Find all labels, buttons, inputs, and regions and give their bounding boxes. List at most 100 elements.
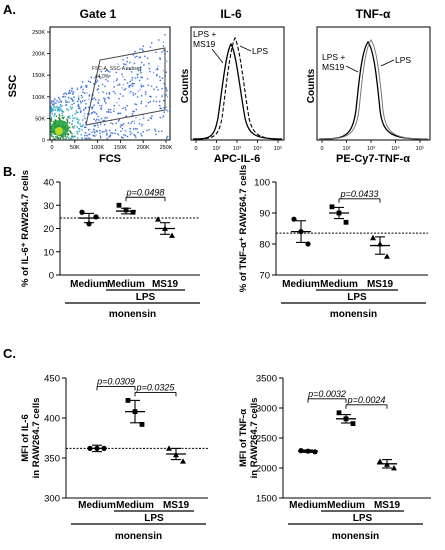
gate-event-dot (75, 110, 77, 112)
gate-event-dot (134, 77, 136, 79)
data-point-circle (298, 448, 304, 454)
p-value-label: p=0.0498 (126, 187, 165, 197)
gate-event-dot (51, 109, 53, 111)
gate-event-dot (58, 101, 60, 103)
gate-event-dot (145, 105, 147, 107)
gate-event-dot (50, 106, 52, 109)
gate-event-dot (126, 60, 128, 63)
gate-event-dot (67, 101, 69, 103)
gate-event-dot (68, 130, 71, 132)
gate-event-dot (137, 90, 140, 92)
gate-event-dot (118, 97, 120, 100)
data-point-circle (298, 229, 304, 235)
gate-event-dot (64, 96, 66, 98)
gate-event-dot (106, 69, 108, 71)
gate-event-dot (77, 121, 79, 123)
gate-event-dot (82, 81, 84, 83)
hist-x-tick-label: 0 (194, 146, 197, 152)
gate-event-dot (135, 136, 137, 138)
gate-event-dot (76, 118, 78, 121)
gate-event-dot (140, 66, 142, 69)
gate-event-dot (70, 137, 73, 139)
gate-y-tick-label: 250K (32, 30, 45, 36)
category-label: Medium (78, 500, 116, 511)
gate-event-dot (108, 71, 111, 73)
gate-event-dot (102, 119, 104, 122)
gate-event-dot (165, 87, 167, 89)
gate-event-dot (141, 76, 143, 79)
gate-event-dot (83, 112, 86, 115)
gate-event-dot (113, 108, 115, 110)
data-point-triangle (180, 458, 186, 464)
gate-event-dot (61, 117, 63, 119)
gate-event-dot (155, 86, 158, 88)
gate-event-dot (66, 121, 68, 124)
gate-event-dot (162, 69, 164, 72)
gate-event-dot (63, 93, 65, 95)
gate-event-dot (65, 101, 67, 103)
gate-event-dot (122, 123, 125, 125)
tnf-xlabel: PE-Cy7-TNF-α (336, 153, 410, 165)
gate-event-dot (131, 82, 134, 85)
gate-event-dot (105, 102, 107, 104)
gate-event-dot (118, 83, 121, 85)
gate-event-dot (167, 110, 169, 113)
gate-event-dot (91, 98, 94, 100)
gate-event-dot (99, 132, 101, 135)
gate-event-dot (124, 79, 126, 81)
gate-event-dot (134, 128, 137, 130)
gate-event-dot (50, 120, 53, 122)
gate-event-dot (166, 89, 168, 91)
gate-event-dot (154, 130, 157, 132)
gate-event-dot (115, 122, 117, 124)
gate-event-dot (68, 122, 71, 124)
gate-event-dot (58, 114, 61, 117)
il6-lps-curve (192, 36, 283, 140)
gate-event-dot (84, 137, 86, 140)
gate-event-dot (67, 120, 69, 122)
y-tick-label: 350 (44, 454, 60, 465)
data-point-square (125, 398, 131, 403)
gate-event-dot (137, 69, 140, 72)
gate-event-dot (84, 106, 87, 109)
gate-event-dot (71, 123, 73, 125)
gate-event-dot (61, 105, 63, 107)
gate-event-dot (96, 79, 98, 81)
data-point-circle (93, 214, 99, 220)
category-label: Medium (116, 500, 154, 511)
gate-event-dot (82, 100, 84, 102)
category-label: MS19 (367, 279, 394, 290)
y-tick-label: 450 (44, 374, 60, 385)
gate-event-dot (72, 126, 74, 128)
gate-event-dot (86, 92, 88, 94)
gate-event-dot (91, 131, 93, 133)
gate-event-dot (68, 91, 70, 93)
gate-event-dot (54, 113, 56, 115)
il6-frame (190, 26, 285, 141)
gate-event-dot (70, 131, 72, 134)
gate-event-dot (136, 73, 138, 76)
gate-event-dot (138, 56, 140, 59)
gate-event-dot (66, 118, 68, 120)
gate-event-dot (101, 131, 103, 133)
category-label: Medium (289, 500, 327, 511)
gate-event-dot (67, 134, 69, 136)
gate-event-dot (98, 119, 100, 121)
gate-event-dot (78, 105, 80, 108)
gate-event-dot (50, 117, 52, 119)
gate-event-dot (69, 89, 71, 92)
chart-il6-percent: 0 10 20 30 40 % of IL-6⁺ RAW264.7 cells Medium… (20, 170, 200, 320)
gate-event-dot (117, 63, 119, 65)
gate-event-dot (79, 128, 81, 130)
gate-event-dot (71, 90, 73, 92)
gate-event-dot (97, 88, 99, 90)
gate-event-dot (140, 76, 142, 78)
y-tick-label: 300 (44, 494, 60, 505)
gate-event-dot (122, 95, 124, 97)
gate-ylabel: SSC (7, 75, 19, 98)
data-point-circle (305, 448, 311, 454)
gate-event-dot (61, 114, 64, 117)
gate-event-dot (149, 46, 152, 48)
gate-event-dot (57, 137, 60, 140)
gate-event-dot (102, 91, 104, 93)
